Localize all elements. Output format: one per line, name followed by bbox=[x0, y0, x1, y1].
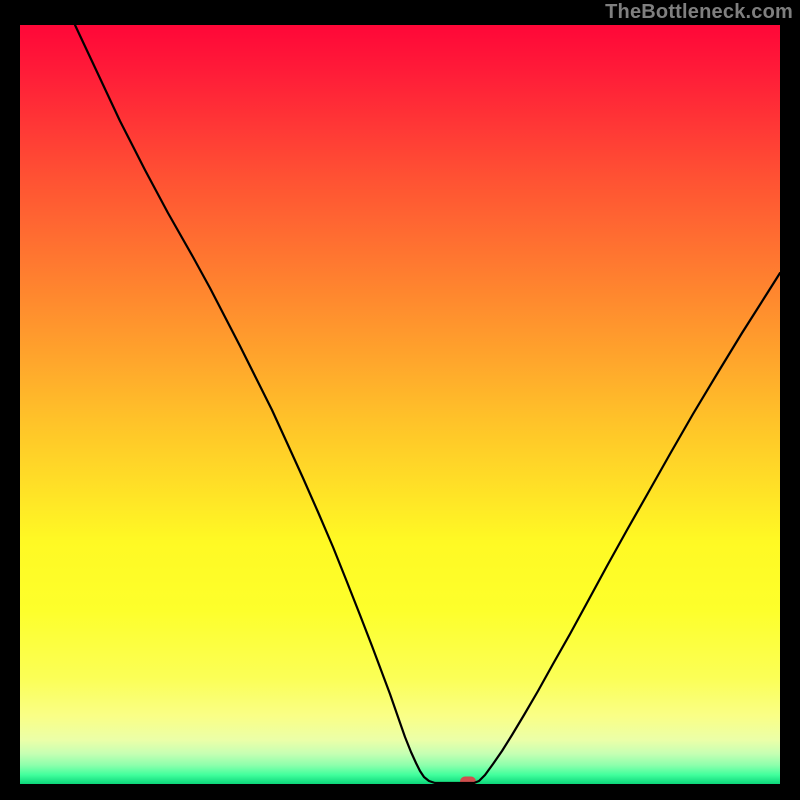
frame-bottom bbox=[0, 784, 800, 800]
gradient-background bbox=[20, 25, 780, 784]
frame-left bbox=[0, 0, 20, 800]
bottleneck-chart bbox=[0, 0, 800, 800]
watermark-text: TheBottleneck.com bbox=[605, 1, 793, 24]
frame-right bbox=[780, 0, 800, 800]
